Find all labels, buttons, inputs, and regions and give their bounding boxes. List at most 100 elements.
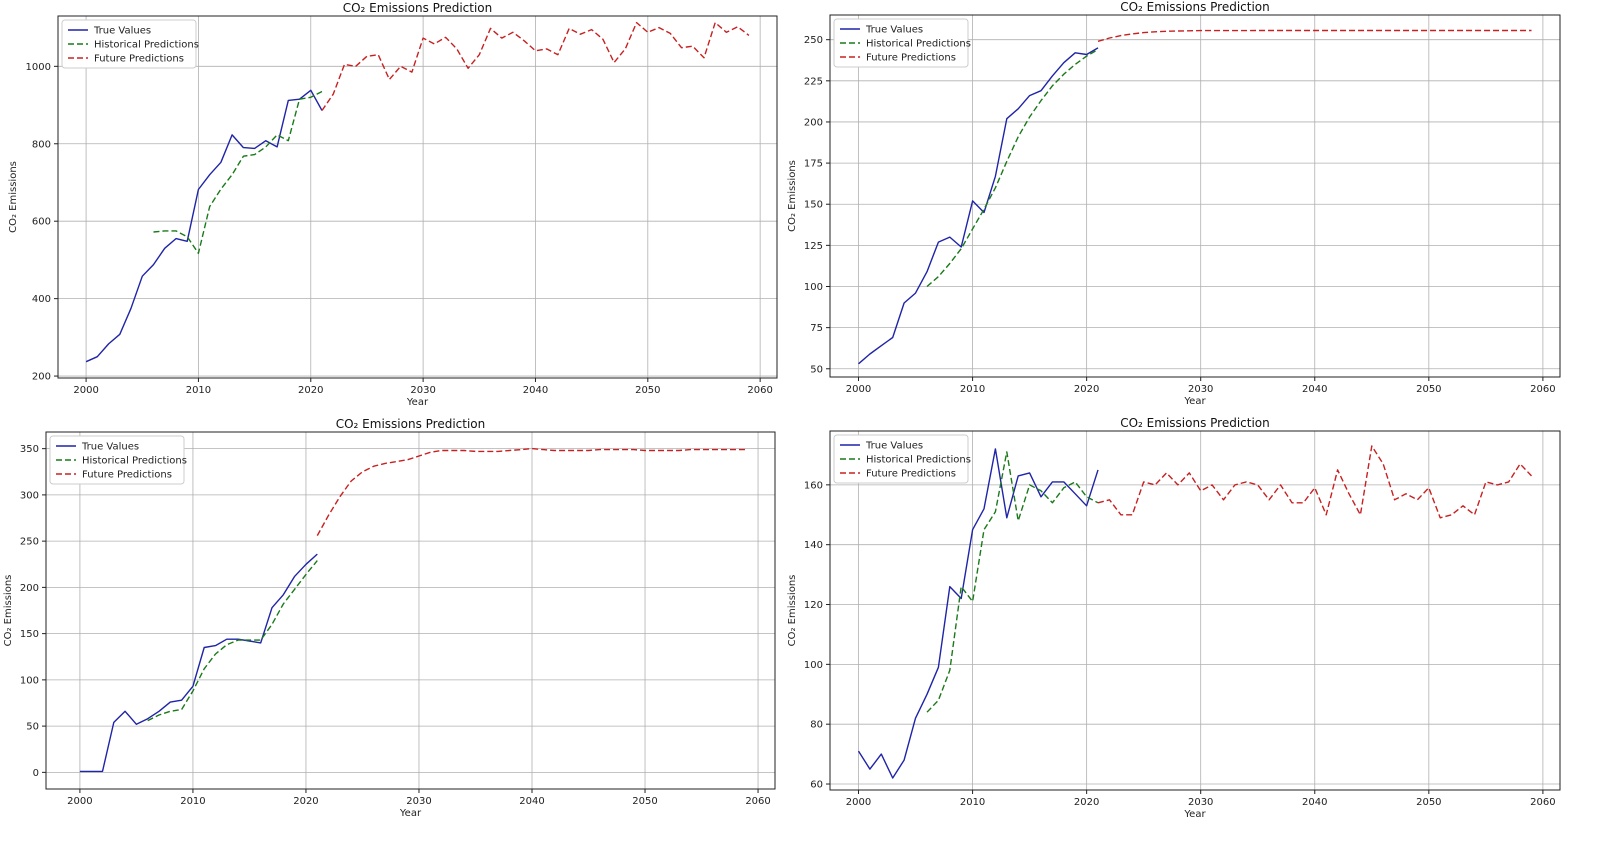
y-tick-label: 125 — [804, 241, 823, 252]
x-tick-label: 2010 — [960, 797, 985, 808]
x-tick-label: 2050 — [635, 385, 660, 396]
legend-label: True Values — [93, 26, 151, 37]
y-axis-label: CO₂ Emissions — [787, 160, 798, 232]
x-tick-label: 2020 — [1074, 797, 1099, 808]
plot-area — [58, 16, 777, 378]
legend-box — [833, 434, 969, 484]
axes-frame — [57, 15, 778, 379]
chart-panel-bottom-left: 2000 2010 2020 2030 2040 2050 2060 0 50 100 150 200… — [3, 417, 776, 819]
legend: True Values Historical Predictions Future … — [61, 19, 199, 69]
legend-label: Future Predictions — [82, 470, 172, 481]
chart-panel-top-right: 2000 2010 2020 2030 2040 2050 2060 50 75 100 125 15… — [787, 0, 1561, 407]
y-tick-label: 100 — [804, 282, 823, 293]
future-predictions-line — [321, 21, 750, 111]
historical-predictions-line — [926, 451, 1099, 713]
true-values-line — [79, 553, 318, 773]
x-tick-label: 2020 — [1074, 384, 1099, 395]
plot-area — [46, 432, 775, 789]
chart-title: CO₂ Emissions Prediction — [1120, 0, 1270, 14]
future-predictions-line — [1097, 29, 1532, 42]
x-tick-label: 2060 — [1530, 797, 1555, 808]
y-tick-label: 160 — [804, 480, 823, 491]
y-tick-label: 600 — [32, 217, 51, 228]
legend-label: True Values — [865, 25, 923, 36]
legend-label: Historical Predictions — [866, 39, 971, 50]
x-tick-label: 2060 — [745, 796, 770, 807]
y-tick-label: 60 — [810, 780, 823, 791]
true-values-line — [85, 89, 323, 363]
x-tick-label: 2010 — [960, 384, 985, 395]
x-tick-label: 2030 — [1188, 797, 1213, 808]
x-tick-label: 2000 — [73, 385, 98, 396]
axes-frame — [45, 431, 776, 790]
y-tick-label: 150 — [20, 629, 39, 640]
y-tick-label: 0 — [33, 768, 39, 779]
plot-area — [830, 15, 1560, 377]
legend: True Values Historical Predictions Future … — [49, 435, 187, 485]
y-tick-label: 400 — [32, 294, 51, 305]
x-tick-label: 2050 — [1416, 384, 1441, 395]
chart-title: CO₂ Emissions Prediction — [1120, 416, 1270, 430]
y-tick-label: 225 — [804, 76, 823, 87]
x-axis-label: Year — [406, 397, 429, 408]
historical-predictions-line — [153, 90, 323, 255]
y-tick-label: 140 — [804, 540, 823, 551]
x-tick-label: 2030 — [406, 796, 431, 807]
legend: True Values Historical Predictions Future … — [833, 434, 971, 484]
y-axis-label: CO₂ Emissions — [3, 575, 14, 647]
y-tick-label: 100 — [804, 660, 823, 671]
y-tick-label: 80 — [810, 720, 823, 731]
x-tick-label: 2040 — [519, 796, 544, 807]
y-tick-label: 120 — [804, 600, 823, 611]
y-tick-label: 1000 — [26, 62, 51, 73]
legend: True Values Historical Predictions Future … — [833, 18, 971, 68]
x-tick-label: 2020 — [298, 385, 323, 396]
historical-predictions-line — [147, 560, 318, 722]
true-values-line — [857, 448, 1099, 779]
plot-area — [830, 431, 1560, 790]
legend-label: Historical Predictions — [94, 40, 199, 51]
y-tick-label: 250 — [20, 537, 39, 548]
x-tick-label: 2040 — [523, 385, 548, 396]
x-tick-label: 2060 — [747, 385, 772, 396]
legend-label: Historical Predictions — [82, 456, 187, 467]
y-axis-label: CO₂ Emissions — [8, 161, 19, 233]
y-tick-label: 200 — [20, 583, 39, 594]
axes-frame — [829, 430, 1561, 791]
legend-label: Historical Predictions — [866, 455, 971, 466]
legend-box — [61, 19, 197, 69]
chart-title: CO₂ Emissions Prediction — [343, 1, 493, 15]
y-tick-label: 75 — [810, 323, 823, 334]
x-tick-label: 2040 — [1302, 384, 1327, 395]
y-tick-label: 800 — [32, 139, 51, 150]
x-axis-label: Year — [1183, 396, 1206, 407]
legend-label: True Values — [865, 441, 923, 452]
x-tick-label: 2000 — [67, 796, 92, 807]
x-tick-label: 2050 — [1416, 797, 1441, 808]
y-tick-label: 50 — [810, 364, 823, 375]
legend-label: Future Predictions — [94, 54, 184, 65]
y-tick-label: 250 — [804, 35, 823, 46]
legend-box — [833, 18, 969, 68]
x-axis-label: Year — [1183, 809, 1206, 820]
y-tick-label: 150 — [804, 200, 823, 211]
chart-panel-bottom-right: 2000 2010 2020 2030 2040 2050 2060 60 80 100 120 14… — [787, 416, 1561, 820]
y-tick-label: 300 — [20, 490, 39, 501]
x-tick-label: 2030 — [410, 385, 435, 396]
y-tick-label: 175 — [804, 159, 823, 170]
x-tick-label: 2010 — [186, 385, 211, 396]
historical-predictions-line — [926, 48, 1099, 288]
x-tick-label: 2010 — [180, 796, 205, 807]
x-tick-label: 2020 — [293, 796, 318, 807]
x-tick-label: 2050 — [632, 796, 657, 807]
true-values-line — [858, 47, 1099, 365]
chart-title: CO₂ Emissions Prediction — [336, 417, 486, 431]
x-axis-label: Year — [399, 808, 422, 819]
x-tick-label: 2000 — [846, 384, 871, 395]
axes-frame — [829, 14, 1561, 378]
legend-box — [49, 435, 185, 485]
y-tick-label: 50 — [26, 722, 39, 733]
x-tick-label: 2030 — [1188, 384, 1213, 395]
y-tick-label: 200 — [32, 372, 51, 383]
